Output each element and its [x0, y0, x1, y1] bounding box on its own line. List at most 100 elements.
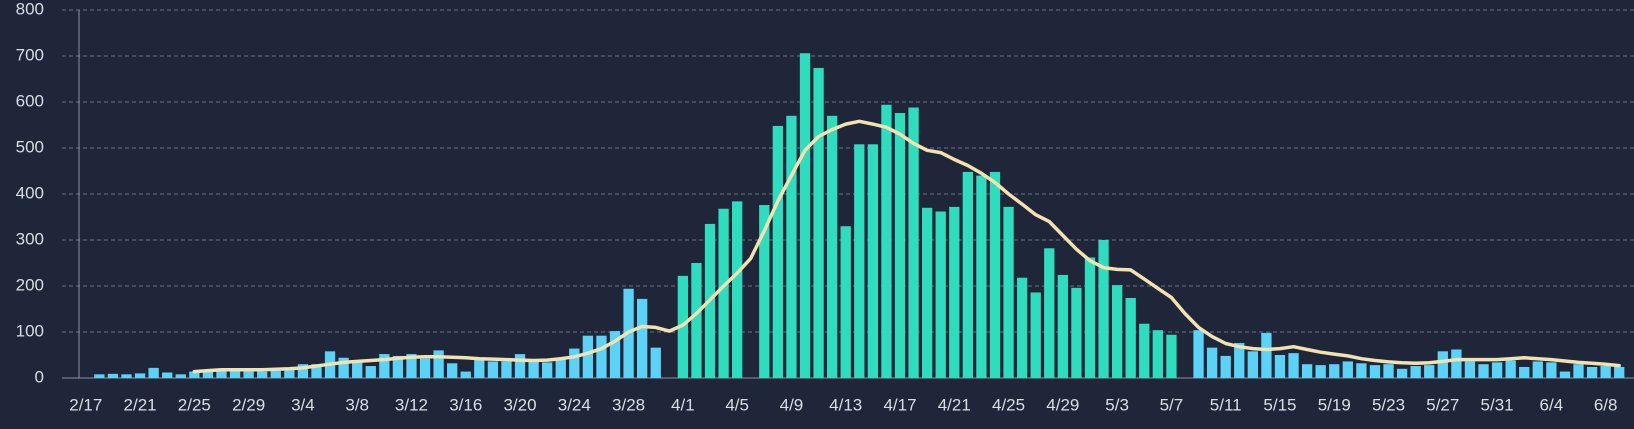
bar	[1519, 366, 1530, 378]
bar	[1044, 248, 1055, 378]
bar	[1546, 362, 1557, 378]
y-tick-label: 200	[16, 275, 44, 294]
x-tick-label: 3/24	[558, 395, 591, 414]
bar	[1342, 361, 1353, 378]
bar	[419, 358, 431, 378]
bar	[243, 371, 254, 378]
y-tick-label: 300	[16, 229, 44, 248]
bar	[1478, 364, 1489, 378]
bar	[840, 226, 851, 378]
x-tick-label: 4/13	[829, 395, 862, 414]
bar	[379, 354, 390, 378]
bar	[474, 359, 485, 378]
bar	[718, 208, 729, 378]
bar	[1559, 371, 1571, 378]
bar	[1125, 297, 1136, 378]
bar	[107, 373, 119, 378]
bar	[1301, 364, 1313, 378]
bar	[826, 115, 838, 379]
x-tick-label: 3/20	[503, 395, 536, 414]
bar	[338, 357, 349, 378]
x-tick-label: 6/4	[1540, 395, 1564, 414]
bar	[1614, 366, 1625, 378]
x-tick-label: 4/17	[883, 395, 916, 414]
x-tick-label: 5/23	[1372, 395, 1405, 414]
bar	[1030, 292, 1041, 378]
bar	[908, 107, 919, 379]
x-tick-label: 3/16	[449, 395, 482, 414]
y-tick-label: 500	[16, 137, 44, 156]
x-tick-label: 2/17	[69, 395, 102, 414]
x-tick-label: 3/12	[395, 395, 428, 414]
bar	[365, 366, 376, 378]
bar	[1166, 334, 1177, 378]
x-tick-label: 3/4	[291, 395, 315, 414]
x-tick-label: 3/28	[612, 395, 645, 414]
x-tick-label: 6/8	[1594, 395, 1618, 414]
bar	[542, 362, 553, 378]
bar	[1573, 364, 1584, 378]
y-tick-label: 800	[16, 0, 44, 18]
x-tick-label: 5/7	[1160, 395, 1184, 414]
bar	[650, 347, 661, 378]
bar	[813, 67, 824, 379]
bar	[1315, 365, 1326, 378]
bar	[1139, 323, 1150, 378]
x-tick-label: 2/29	[232, 395, 265, 414]
bar	[1383, 364, 1394, 378]
bar	[1586, 366, 1598, 378]
bar	[867, 144, 879, 378]
y-tick-label: 700	[16, 45, 44, 64]
bar	[1261, 332, 1272, 378]
bar	[528, 360, 539, 378]
bar	[881, 104, 892, 378]
bar	[229, 370, 241, 378]
bar	[1437, 351, 1448, 378]
bar	[731, 201, 743, 378]
bar	[121, 374, 132, 378]
bar	[1451, 349, 1462, 378]
x-tick-label: 5/3	[1105, 395, 1129, 414]
y-tick-label: 600	[16, 91, 44, 110]
bar	[284, 369, 295, 378]
bar	[433, 350, 444, 378]
bar	[1098, 240, 1109, 378]
bar	[1152, 330, 1163, 378]
bar	[1369, 365, 1381, 378]
bar	[311, 364, 322, 378]
bar	[609, 331, 621, 378]
bar	[1247, 351, 1258, 378]
bar	[202, 370, 214, 378]
bar	[270, 370, 281, 378]
bar	[1193, 330, 1204, 378]
bar	[854, 144, 865, 378]
x-tick-label: 2/21	[124, 395, 157, 414]
y-tick-label: 400	[16, 183, 44, 202]
bar	[1505, 360, 1516, 378]
bar	[487, 361, 499, 378]
bar	[297, 364, 309, 378]
bar	[894, 113, 906, 378]
bar	[976, 175, 987, 378]
bar	[94, 374, 105, 378]
bar	[134, 373, 146, 378]
bar	[582, 335, 594, 378]
x-tick-label: 4/21	[938, 395, 971, 414]
x-tick-label: 4/1	[671, 395, 695, 414]
bar	[1600, 366, 1611, 378]
bar	[1464, 361, 1476, 378]
bar	[1071, 287, 1082, 378]
x-tick-label: 5/27	[1426, 395, 1459, 414]
bar	[1491, 362, 1503, 378]
bar	[1532, 361, 1543, 378]
bar	[1084, 257, 1096, 378]
y-tick-label: 100	[16, 321, 44, 340]
moving-average-line	[192, 119, 1621, 374]
bar	[1234, 343, 1245, 378]
bar	[447, 363, 458, 378]
bar	[759, 205, 770, 378]
bar	[555, 359, 566, 378]
bar	[691, 263, 702, 378]
